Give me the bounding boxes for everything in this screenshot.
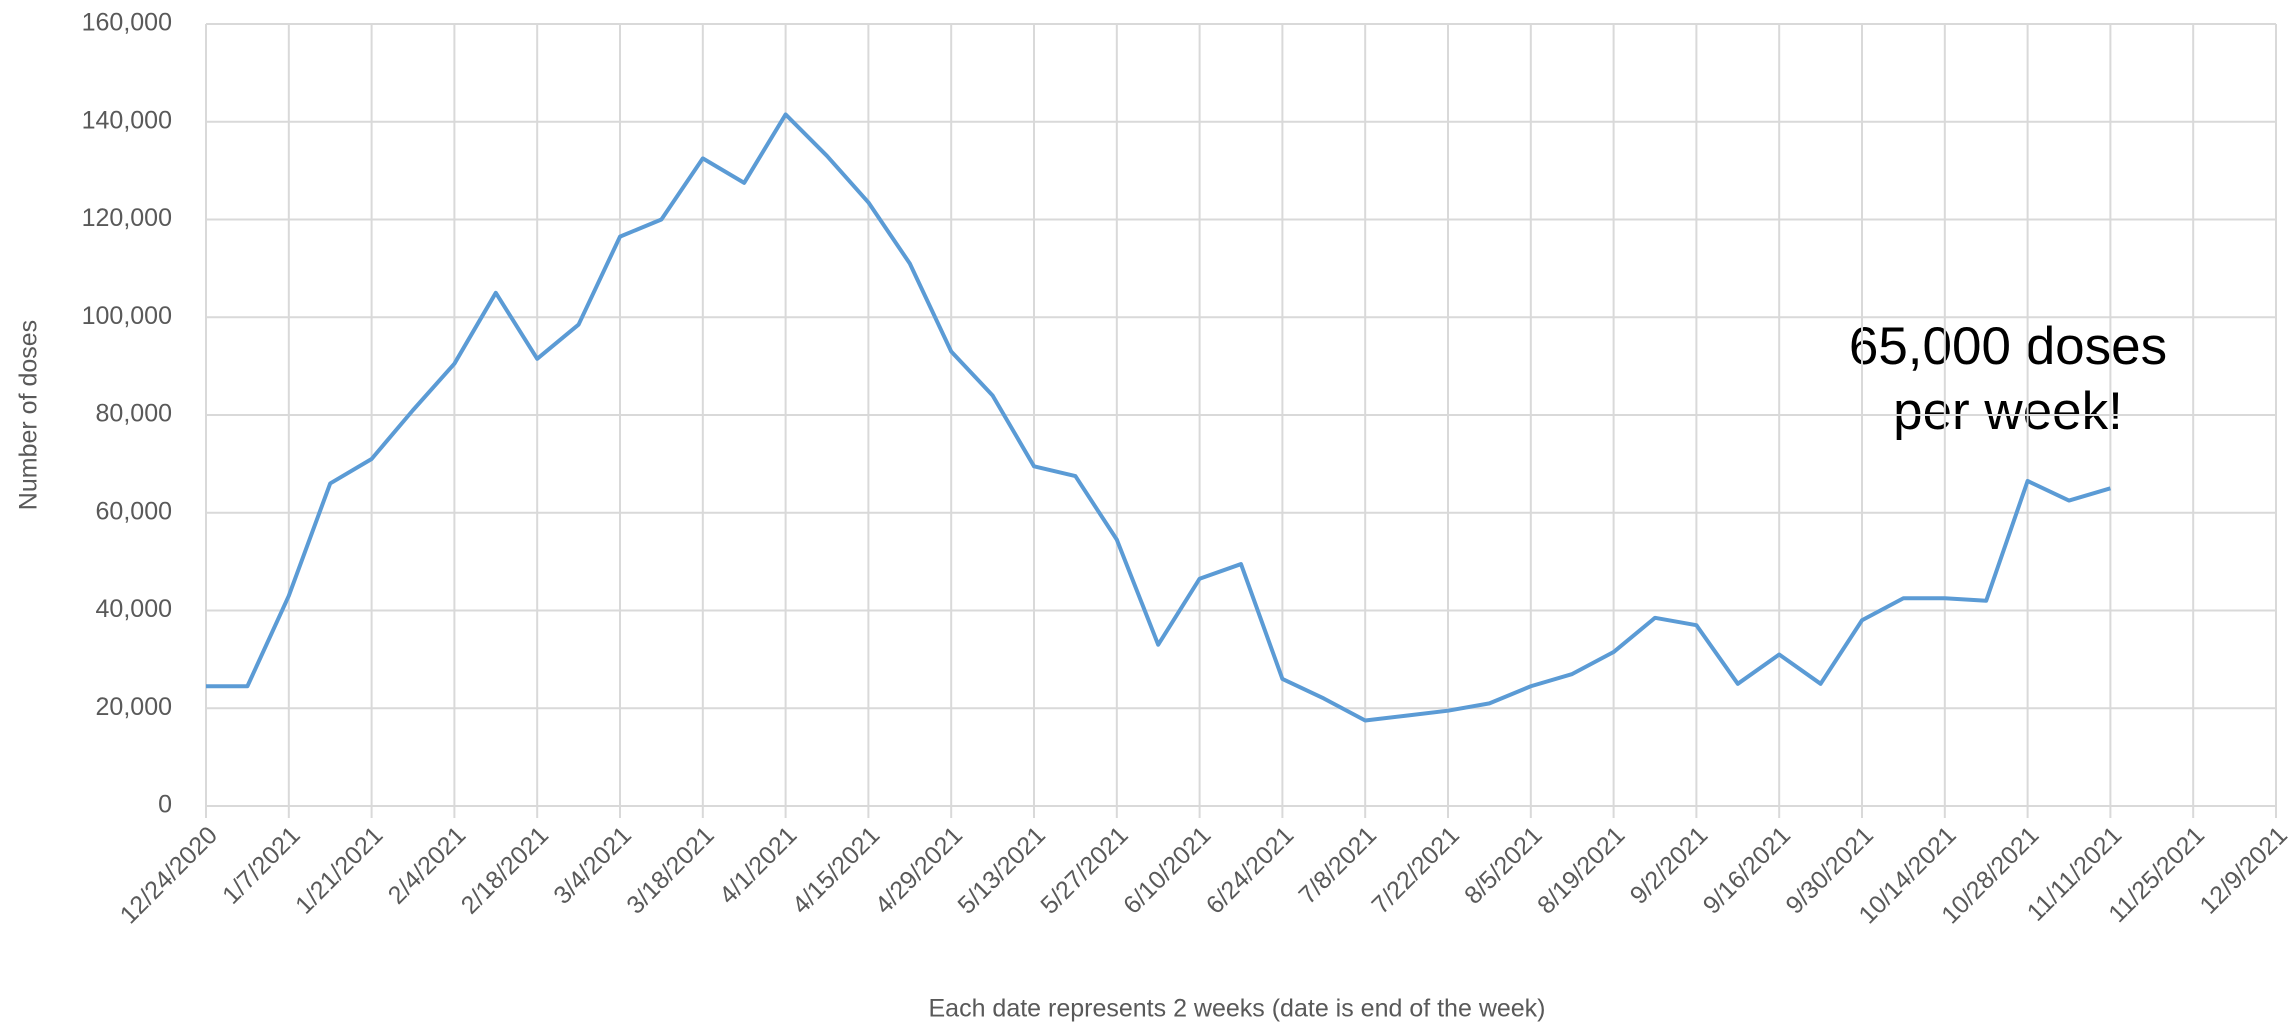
x-tick-label: 4/15/2021 (787, 821, 885, 919)
x-tick-label: 5/13/2021 (952, 821, 1050, 919)
x-tick-label: 3/18/2021 (621, 821, 719, 919)
annotation: 65,000 doses (1849, 317, 2167, 376)
x-tick-label: 8/19/2021 (1532, 821, 1630, 919)
x-tick-label: 6/24/2021 (1201, 821, 1299, 919)
x-tick-label: 5/27/2021 (1035, 821, 1133, 919)
annotation: per week! (1893, 382, 2123, 441)
x-tick-label: 4/29/2021 (870, 821, 968, 919)
y-tick-label: 40,000 (96, 595, 172, 623)
x-tick-label: 6/10/2021 (1118, 821, 1216, 919)
x-tick-label: 12/24/2020 (115, 821, 223, 929)
x-tick-label: 9/16/2021 (1698, 821, 1796, 919)
y-tick-label: 0 (158, 791, 172, 819)
x-tick-label: 1/21/2021 (290, 821, 388, 919)
y-tick-label: 20,000 (96, 693, 172, 721)
x-tick-label: 2/18/2021 (456, 821, 554, 919)
x-axis-title: Each date represents 2 weeks (date is en… (928, 995, 1545, 1023)
y-tick-label: 160,000 (82, 9, 172, 37)
data-line (206, 112, 2111, 723)
y-tick-label: 80,000 (96, 400, 172, 428)
y-axis-title: Number of doses (15, 320, 43, 510)
y-tick-label: 120,000 (82, 204, 172, 232)
y-tick-label: 100,000 (82, 302, 172, 330)
x-tick-label: 7/22/2021 (1366, 821, 1464, 919)
x-tick-label: 12/9/2021 (2194, 821, 2292, 919)
y-tick-label: 140,000 (82, 106, 172, 134)
y-tick-label: 60,000 (96, 497, 172, 525)
